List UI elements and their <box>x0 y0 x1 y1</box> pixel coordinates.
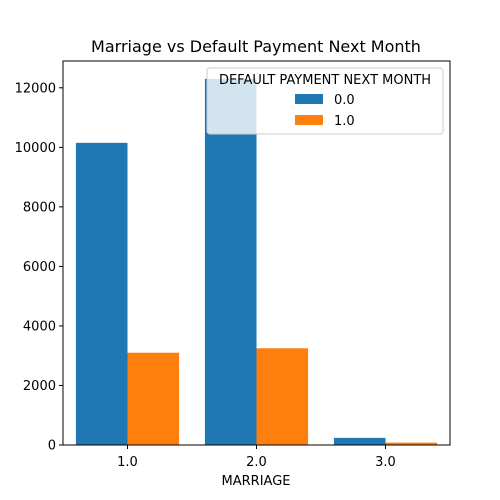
legend: DEFAULT PAYMENT NEXT MONTH 0.01.0 <box>206 67 444 135</box>
x-tick-label: 3.0 <box>375 455 396 470</box>
bar-2.0-series-1.0 <box>256 348 309 445</box>
bar-2.0-series-0.0 <box>204 78 257 445</box>
y-tick-label: 2000 <box>23 379 56 394</box>
x-axis-label: MARRIAGE <box>222 474 291 489</box>
legend-swatch-0.0 <box>295 94 323 104</box>
y-tick-label: 12000 <box>15 81 56 96</box>
y-tick-label: 8000 <box>23 200 56 215</box>
bar-3.0-series-0.0 <box>333 437 386 445</box>
bar-3.0-series-1.0 <box>385 442 438 445</box>
y-tick-label: 10000 <box>15 141 56 156</box>
y-tick-label: 4000 <box>23 319 56 334</box>
x-tick-label: 2.0 <box>246 455 267 470</box>
y-tick-label: 0 <box>48 439 56 454</box>
x-tick-label: 1.0 <box>117 455 138 470</box>
legend-title: DEFAULT PAYMENT NEXT MONTH <box>219 73 431 88</box>
y-tick-label: 6000 <box>23 260 56 275</box>
legend-box <box>206 67 444 135</box>
legend-label-1.0: 1.0 <box>334 114 355 129</box>
chart-title: Marriage vs Default Payment Next Month <box>91 37 421 56</box>
bar-1.0-series-1.0 <box>127 352 180 445</box>
legend-label-0.0: 0.0 <box>334 93 355 108</box>
y-axis: 0 2000 4000 6000 8000 10000 12000 <box>15 81 63 454</box>
legend-entries: 0.01.0 <box>295 93 355 129</box>
x-axis: 1.0 2.0 3.0 <box>117 445 396 470</box>
bar-1.0-series-0.0 <box>75 142 128 445</box>
legend-swatch-1.0 <box>295 115 323 125</box>
bars-group <box>75 78 438 445</box>
